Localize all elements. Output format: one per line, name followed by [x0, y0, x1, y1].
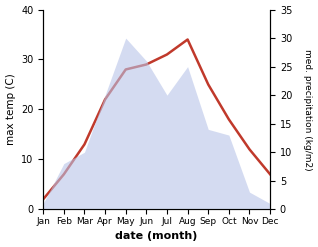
- Y-axis label: med. precipitation (kg/m2): med. precipitation (kg/m2): [303, 49, 313, 170]
- X-axis label: date (month): date (month): [115, 231, 198, 242]
- Y-axis label: max temp (C): max temp (C): [5, 74, 16, 145]
